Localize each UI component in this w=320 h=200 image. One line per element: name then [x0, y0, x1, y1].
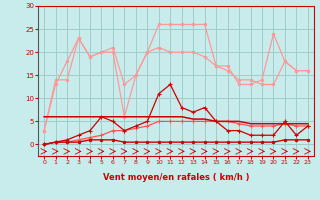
X-axis label: Vent moyen/en rafales ( km/h ): Vent moyen/en rafales ( km/h ): [103, 174, 249, 183]
